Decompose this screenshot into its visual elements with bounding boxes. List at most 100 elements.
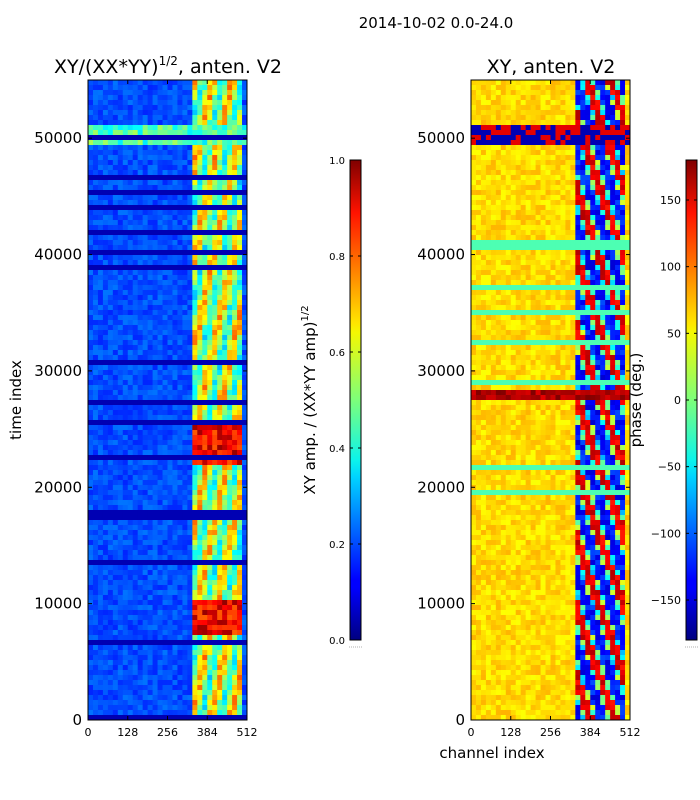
heatmap-cell [88, 440, 94, 446]
heatmap-cell [97, 610, 104, 616]
heatmap-cell [480, 165, 487, 171]
heatmap-cell [167, 345, 174, 351]
heatmap-cell [127, 695, 134, 701]
heatmap-cell [162, 530, 169, 536]
heatmap-cell [142, 245, 149, 251]
heatmap-cell [177, 300, 184, 306]
heatmap-cell [117, 275, 124, 281]
heatmap-cell [132, 215, 139, 221]
heatmap-cell [172, 480, 179, 486]
heatmap-cell [147, 295, 154, 301]
heatmap-cell [177, 85, 184, 91]
heatmap-cell [232, 325, 238, 331]
heatmap-cell [102, 180, 109, 186]
heatmap-cell [167, 280, 174, 286]
heatmap-cell [475, 205, 482, 211]
heatmap-cell [605, 170, 611, 176]
heatmap-cell [117, 145, 124, 151]
heatmap-cell [580, 105, 586, 111]
heatmap-cell [157, 435, 164, 441]
heatmap-cell [107, 140, 114, 146]
heatmap-cell [167, 435, 174, 441]
heatmap-cell [500, 180, 507, 186]
heatmap-cell [167, 165, 174, 171]
heatmap-cell [242, 380, 247, 386]
heatmap-cell [167, 685, 174, 691]
heatmap-cell [187, 675, 193, 681]
heatmap-cell [117, 685, 124, 691]
heatmap-cell [515, 130, 522, 136]
heatmap-cell [222, 165, 228, 171]
heatmap-cell [147, 435, 154, 441]
heatmap-cell [167, 655, 174, 661]
heatmap-cell [142, 670, 149, 676]
heatmap-cell [207, 650, 213, 656]
heatmap-cell [207, 135, 213, 141]
heatmap-cell [127, 585, 134, 591]
heatmap-cell [232, 240, 238, 246]
heatmap-cell [471, 165, 477, 171]
heatmap-cell [520, 125, 527, 131]
heatmap-cell [167, 700, 174, 706]
heatmap-cell [112, 335, 119, 341]
heatmap-cell [167, 590, 174, 596]
heatmap-cell [127, 365, 134, 371]
heatmap-cell [152, 415, 159, 421]
heatmap-cell [232, 405, 238, 411]
heatmap-cell [202, 645, 208, 651]
heatmap-cell [88, 540, 94, 546]
heatmap-cell [127, 375, 134, 381]
heatmap-cell [525, 175, 532, 181]
heatmap-cell [555, 95, 562, 101]
heatmap-cell [88, 485, 94, 491]
heatmap-cell [530, 90, 537, 96]
heatmap-cell [530, 85, 537, 91]
heatmap-cell [207, 110, 213, 116]
heatmap-cell [222, 430, 228, 436]
heatmap-cell [197, 345, 203, 351]
heatmap-cell [182, 595, 188, 601]
heatmap-cell [540, 170, 547, 176]
heatmap-cell [510, 105, 517, 111]
heatmap-cell [107, 665, 114, 671]
heatmap-cell [102, 320, 109, 326]
heatmap-cell [187, 140, 193, 146]
heatmap-cell [237, 180, 243, 186]
heatmap-cell [197, 425, 203, 431]
heatmap-cell [112, 655, 119, 661]
heatmap-cell [147, 360, 154, 366]
heatmap-cell [217, 170, 223, 176]
heatmap-cell [122, 475, 129, 481]
heatmap-cell [172, 100, 179, 106]
heatmap-cell [157, 380, 164, 386]
heatmap-cell [585, 90, 591, 96]
heatmap-cell [530, 110, 537, 116]
heatmap-cell [187, 165, 193, 171]
heatmap-cell [600, 190, 606, 196]
heatmap-cell [520, 175, 527, 181]
heatmap-cell [182, 225, 188, 231]
heatmap-cell [122, 655, 129, 661]
heatmap-cell [207, 325, 213, 331]
heatmap-cell [207, 600, 213, 606]
heatmap-cell [97, 700, 104, 706]
heatmap-cell [147, 460, 154, 466]
heatmap-cell [107, 330, 114, 336]
heatmap-cell [172, 410, 179, 416]
heatmap-cell [197, 300, 203, 306]
heatmap-cell [122, 635, 129, 641]
heatmap-cell [202, 415, 208, 421]
heatmap-cell [172, 290, 179, 296]
heatmap-cell [187, 265, 193, 271]
heatmap-cell [127, 340, 134, 346]
heatmap-cell [117, 190, 124, 196]
heatmap-cell [515, 180, 522, 186]
heatmap-cell [237, 260, 243, 266]
heatmap-cell [237, 155, 243, 161]
heatmap-cell [212, 125, 218, 131]
heatmap-cell [227, 280, 233, 286]
heatmap-cell [88, 330, 94, 336]
heatmap-cell [197, 110, 203, 116]
heatmap-cell [217, 340, 223, 346]
heatmap-cell [212, 555, 218, 561]
